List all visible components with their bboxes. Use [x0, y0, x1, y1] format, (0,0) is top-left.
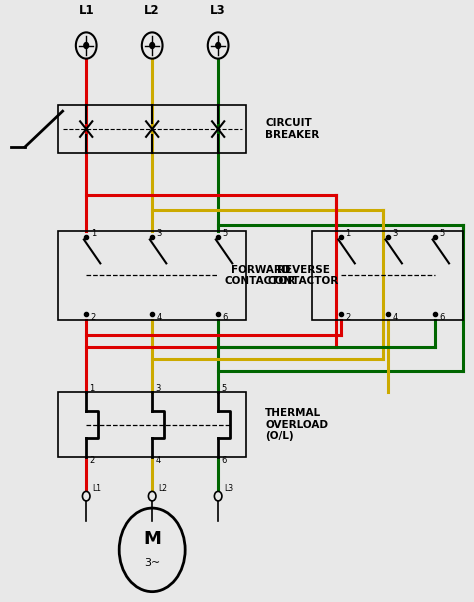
- Bar: [58, 105, 246, 153]
- Text: 3: 3: [392, 229, 398, 238]
- Text: 5: 5: [221, 384, 227, 393]
- Text: 5: 5: [439, 229, 445, 238]
- Circle shape: [148, 491, 156, 501]
- Bar: [58, 392, 246, 458]
- Bar: [312, 231, 463, 320]
- Text: 1: 1: [345, 229, 350, 238]
- Text: 1: 1: [89, 384, 94, 393]
- Circle shape: [150, 43, 155, 49]
- Circle shape: [216, 43, 220, 49]
- Circle shape: [214, 491, 222, 501]
- Text: 6: 6: [222, 312, 228, 321]
- Bar: [58, 231, 246, 320]
- Circle shape: [82, 491, 90, 501]
- Text: 2: 2: [91, 312, 96, 321]
- Text: 3: 3: [156, 229, 162, 238]
- Text: 3: 3: [155, 384, 161, 393]
- Text: 2: 2: [345, 312, 350, 321]
- Text: 3~: 3~: [144, 558, 160, 568]
- Text: FORWARD
CONTACTOR: FORWARD CONTACTOR: [225, 264, 296, 286]
- Text: L2: L2: [158, 484, 167, 493]
- Text: M: M: [143, 530, 161, 548]
- Circle shape: [84, 43, 89, 49]
- Text: 4: 4: [392, 312, 398, 321]
- Text: L1: L1: [92, 484, 101, 493]
- Text: CIRCUIT
BREAKER: CIRCUIT BREAKER: [265, 118, 319, 140]
- Text: 2: 2: [89, 456, 94, 465]
- Text: THERMAL
OVERLOAD
(O/L): THERMAL OVERLOAD (O/L): [265, 408, 328, 441]
- Text: 4: 4: [155, 456, 161, 465]
- Text: 4: 4: [156, 312, 162, 321]
- Text: 6: 6: [439, 312, 445, 321]
- Text: 5: 5: [223, 229, 228, 238]
- Text: L3: L3: [224, 484, 233, 493]
- Text: 6: 6: [221, 456, 227, 465]
- Text: REVERSE
CONTACTOR: REVERSE CONTACTOR: [267, 264, 338, 286]
- Text: L2: L2: [145, 4, 160, 17]
- Text: L1: L1: [78, 4, 94, 17]
- Text: 1: 1: [91, 229, 96, 238]
- Text: L3: L3: [210, 4, 226, 17]
